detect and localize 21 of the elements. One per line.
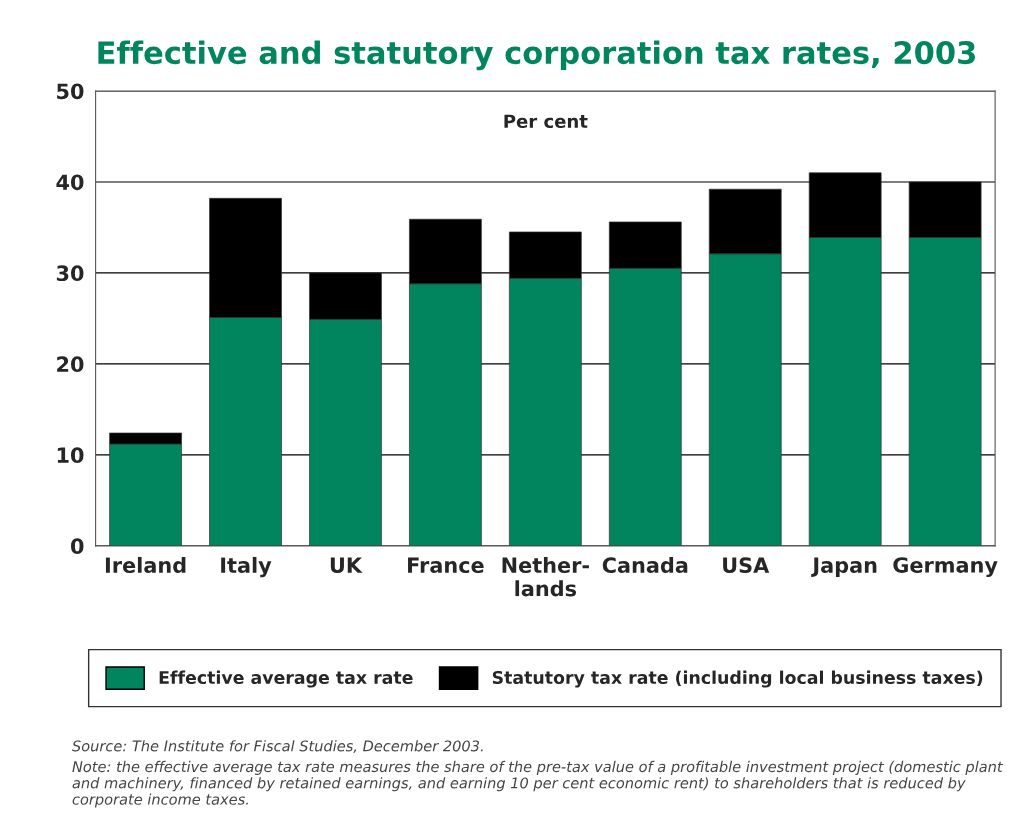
chart-title: Effective and statutory corporation tax rates, 2003 <box>98 40 975 71</box>
x-tick-label: UK <box>330 557 363 574</box>
y-tick-label: 0 <box>70 538 84 555</box>
x-tick-label: Germany <box>893 557 998 578</box>
annotation: Per cent <box>504 114 588 129</box>
y-tick-label: 50 <box>57 83 84 100</box>
y-tick-label: 30 <box>56 265 84 282</box>
x-tick-label: Italy <box>221 556 272 578</box>
y-tick-label: 20 <box>57 356 84 373</box>
y-tick-label: 10 <box>57 447 84 464</box>
x-tick-label: Nether- lands <box>502 556 589 597</box>
legend-label: Statutory tax rate (including local business taxes) <box>492 670 983 688</box>
x-tick-label: USA <box>723 557 770 574</box>
x-tick-label: Ireland <box>105 556 186 574</box>
legend-label: Effective average tax rate <box>159 670 413 688</box>
text: Note: the effective average tax rate measures the share of the pre-tax value of a profitable investment project (domestic plant and machinery, financed by retained earnings, and earning 10 per cent economic rent) to shareholders that is reduced by corporate income taxes. <box>72 760 1004 808</box>
x-tick-label: France <box>408 557 484 574</box>
x-tick-label: Japan <box>811 557 877 578</box>
y-tick-label: 40 <box>56 174 84 191</box>
x-tick-label: Canada <box>602 556 688 574</box>
source-note: Source: The Institute for Fiscal Studies, December 2003. <box>72 740 483 753</box>
